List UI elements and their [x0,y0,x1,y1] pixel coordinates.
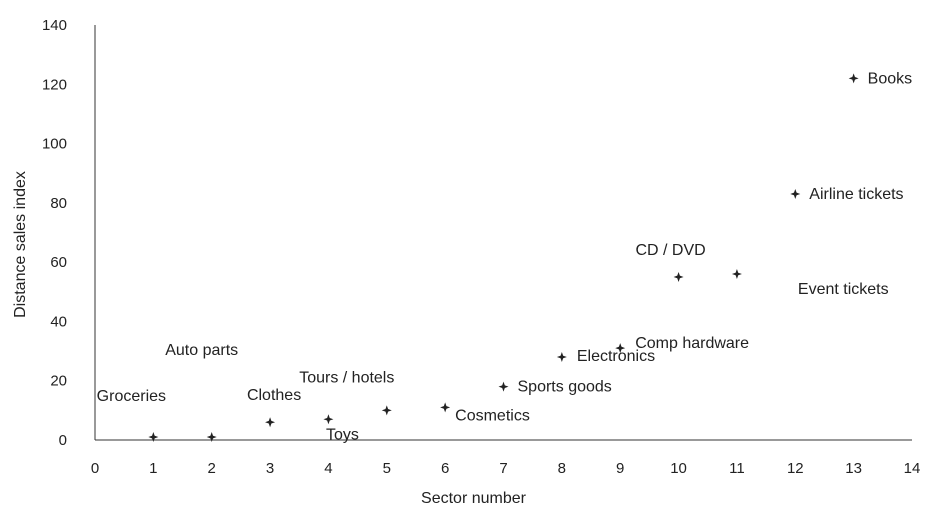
point-label: CD / DVD [635,242,705,259]
point-label: Groceries [97,388,166,405]
point-marker [498,381,509,392]
x-tick-label: 0 [91,460,99,477]
x-tick-label: 13 [845,460,862,477]
data-point [790,188,801,199]
data-point [673,271,684,282]
data-point [498,381,509,392]
point-marker [148,432,159,443]
point-marker [731,269,742,279]
point-labels: Groceries Auto parts Clothes Toys Tours / ho… [97,70,912,443]
axes [94,25,912,441]
point-label: Sports goods [518,379,612,396]
point-marker [265,417,276,428]
x-tick-label: 6 [441,460,449,477]
x-tick-label: 14 [904,460,921,477]
data-point [615,343,626,354]
x-tick-label: 10 [670,460,687,477]
data-points [148,73,859,443]
point-marker [440,402,451,413]
x-tick-label: 7 [499,460,507,477]
point-marker [323,414,334,425]
point-marker [381,405,392,416]
x-tick-label: 1 [149,460,157,477]
point-marker [673,271,684,282]
y-tick-label: 0 [59,432,67,449]
x-tick-label: 11 [729,460,745,477]
x-tick-label: 4 [324,460,332,477]
point-label: Cosmetics [455,407,530,424]
y-tick-label: 80 [50,195,67,212]
data-point [731,269,742,279]
y-tick-label: 20 [50,373,67,390]
point-label: Clothes [247,387,301,404]
y-axis-title: Distance sales index [12,171,29,318]
data-point [848,73,859,84]
x-tick-label: 5 [383,460,391,477]
point-label: Airline tickets [809,186,903,203]
point-marker [206,432,217,443]
y-tick-label: 140 [42,17,67,34]
x-tick-label: 12 [787,460,804,477]
point-label: Electronics [577,348,655,365]
point-label: Auto parts [165,342,238,359]
x-tick-label: 8 [558,460,566,477]
y-tick-label: 60 [50,254,67,271]
point-label: Toys [326,426,359,443]
x-axis-title: Sector number [421,490,527,507]
point-label: Books [868,70,912,87]
y-tick-label: 40 [50,313,67,330]
x-tick-label: 2 [208,460,216,477]
y-tick-label: 120 [42,76,67,93]
data-point [206,432,217,443]
point-label: Comp hardware [635,335,749,352]
data-point [265,417,276,428]
point-label: Event tickets [798,281,889,298]
point-label: Tours / hotels [299,369,394,386]
point-marker [615,343,626,354]
data-point [323,414,334,425]
data-point [556,352,567,362]
point-marker [848,73,859,84]
point-marker [556,352,567,362]
data-point [148,432,159,443]
x-tick-label: 3 [266,460,274,477]
x-tick-label: 9 [616,460,624,477]
y-tick-label: 100 [42,136,67,153]
data-point [440,402,451,413]
data-point [381,405,392,416]
point-marker [790,188,801,199]
